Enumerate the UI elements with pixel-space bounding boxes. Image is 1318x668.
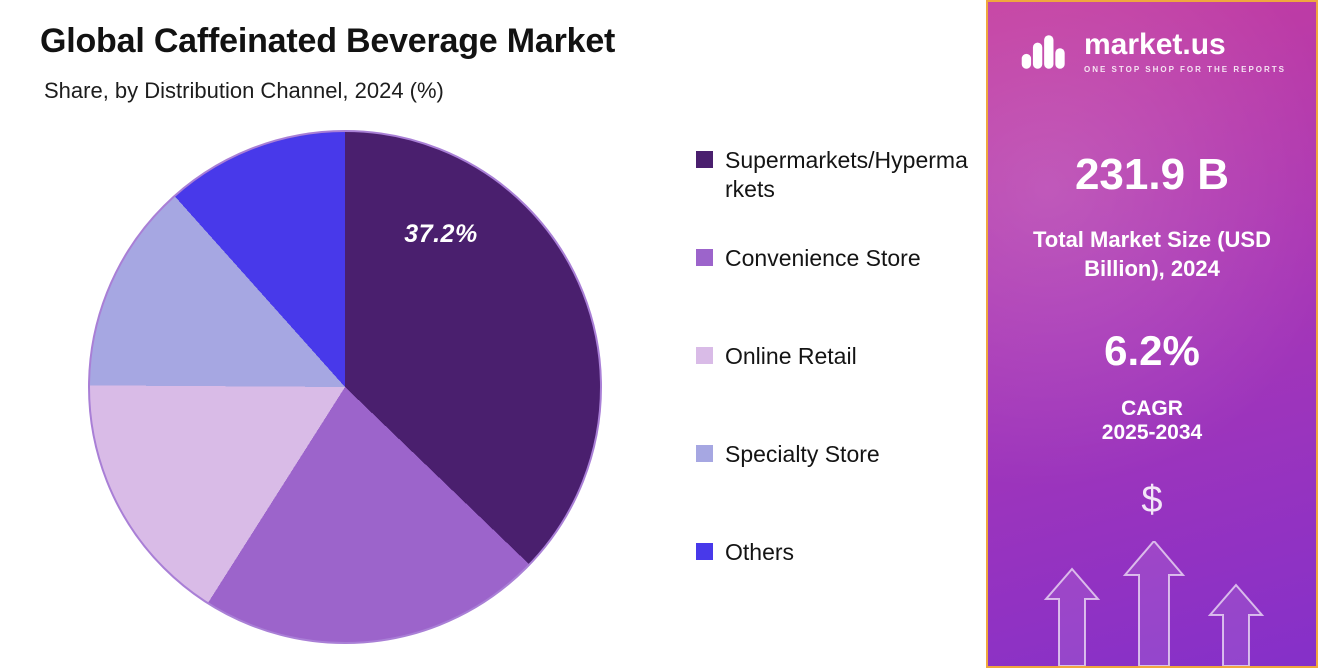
legend-label: Supermarkets/Hypermarkets: [725, 147, 968, 203]
legend-swatch: [696, 347, 713, 364]
legend-item-specialty-store: Specialty Store: [696, 440, 976, 538]
legend-label: Online Retail: [725, 343, 857, 369]
cagr-period: 2025-2034: [1101, 421, 1203, 445]
legend-item-supermarkets: Supermarkets/Hypermarkets: [696, 146, 976, 244]
cagr-label: CAGR: [1121, 397, 1183, 421]
legend-swatch: [696, 249, 713, 266]
market-size-label: Total Market Size (USD Billion), 2024: [1033, 227, 1271, 281]
legend-swatch: [696, 543, 713, 560]
logo: market.us ONE STOP SHOP FOR THE REPORTS: [988, 30, 1316, 74]
legend-swatch: [696, 445, 713, 462]
legend-item-convenience-store: Convenience Store: [696, 244, 976, 342]
legend-label: Others: [725, 539, 795, 565]
pie: [88, 130, 602, 644]
brand-tagline: ONE STOP SHOP FOR THE REPORTS: [1083, 65, 1287, 74]
marketus-cloud-icon: [1021, 35, 1065, 69]
legend-item-online-retail: Online Retail: [696, 342, 976, 440]
cagr-value: 6.2%: [1104, 327, 1200, 375]
page-title: Global Caffeinated Beverage Market: [40, 22, 616, 60]
pie-chart: 37.2%: [88, 130, 602, 644]
chart-subtitle: Share, by Distribution Channel, 2024 (%): [44, 78, 444, 103]
logo-text: market.us ONE STOP SHOP FOR THE REPORTS: [1083, 28, 1287, 75]
legend-item-others: Others: [696, 538, 976, 567]
legend-label: Convenience Store: [725, 245, 921, 271]
growth-arrows-icon: [1043, 541, 1265, 666]
dollar-symbol: $: [1141, 479, 1163, 522]
legend-swatch: [696, 151, 713, 168]
brand-name: market.us: [1083, 28, 1226, 61]
brand-panel: market.us ONE STOP SHOP FOR THE REPORTS …: [986, 0, 1318, 668]
market-size-value: 231.9 B: [1074, 150, 1230, 199]
legend-label: Specialty Store: [725, 441, 880, 467]
legend: Supermarkets/Hypermarkets Convenience St…: [696, 146, 976, 567]
slice-label-supermarkets: 37.2%: [404, 220, 478, 248]
